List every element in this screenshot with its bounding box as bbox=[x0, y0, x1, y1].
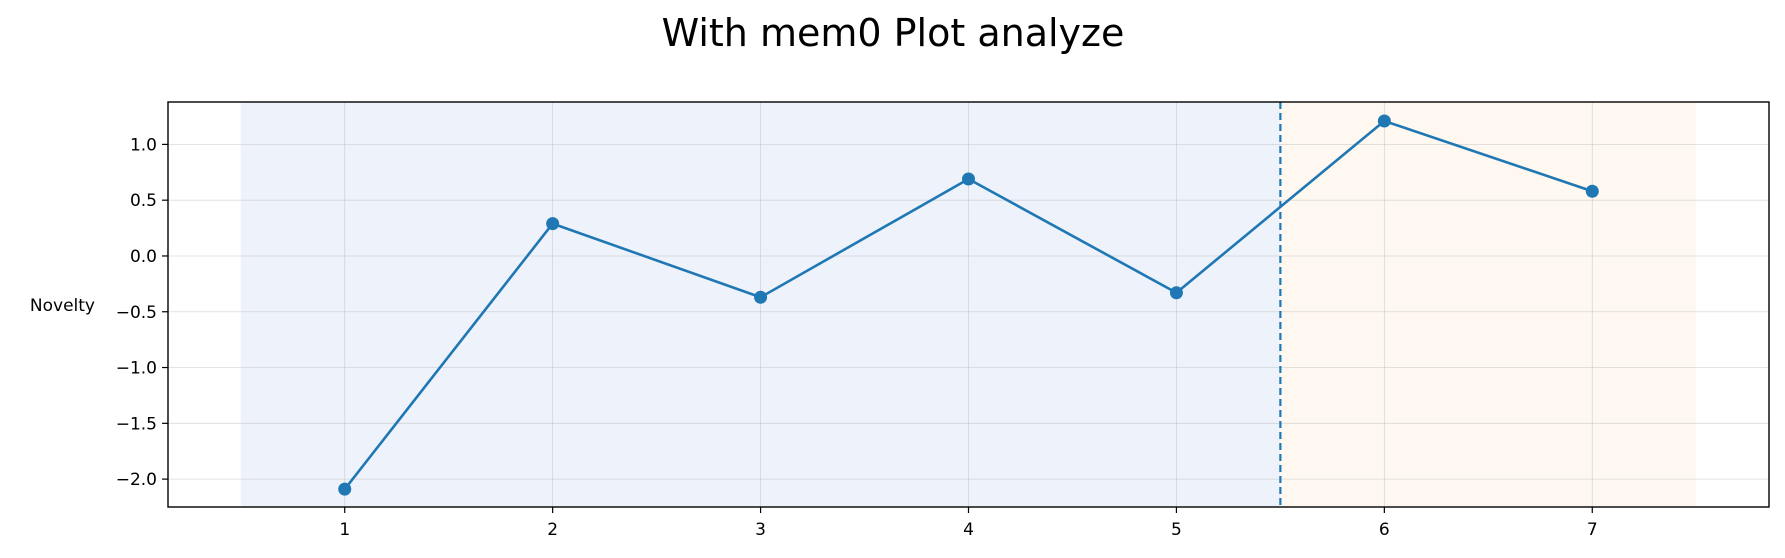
shaded-region-2 bbox=[1280, 102, 1697, 507]
x-tick-label-4: 4 bbox=[963, 520, 974, 540]
data-point-7 bbox=[1585, 184, 1599, 198]
grid-lines bbox=[168, 102, 1769, 507]
data-point-6 bbox=[1377, 114, 1391, 128]
shaded-region-1 bbox=[240, 102, 1281, 507]
x-axis-ticks: 1 2 3 4 5 6 7 bbox=[339, 507, 1598, 540]
data-point-5 bbox=[1169, 286, 1183, 300]
y-axis-label: Novelty bbox=[30, 296, 95, 316]
y-tick-label-4: −0.5 bbox=[116, 303, 157, 323]
x-tick-label-6: 6 bbox=[1379, 520, 1390, 540]
x-tick-label-7: 7 bbox=[1587, 520, 1598, 540]
chart-title: With mem0 Plot analyze bbox=[662, 11, 1125, 55]
x-tick-label-5: 5 bbox=[1171, 520, 1182, 540]
y-tick-label-7: −2.0 bbox=[116, 470, 157, 490]
y-tick-label-6: −1.5 bbox=[116, 414, 157, 434]
series-group bbox=[338, 114, 1599, 496]
x-tick-label-2: 2 bbox=[547, 520, 558, 540]
data-point-1 bbox=[338, 482, 352, 496]
y-tick-label-5: −1.0 bbox=[116, 359, 157, 379]
data-point-2 bbox=[546, 217, 560, 231]
shaded-regions bbox=[240, 102, 1697, 507]
data-point-3 bbox=[754, 290, 768, 304]
x-tick-label-1: 1 bbox=[339, 520, 350, 540]
y-tick-label-2: 0.5 bbox=[130, 191, 157, 211]
y-tick-label-1: 1.0 bbox=[130, 135, 157, 155]
y-axis-ticks: 1.0 0.5 0.0 −0.5 −1.0 −1.5 −2.0 bbox=[116, 135, 168, 490]
y-tick-label-3: 0.0 bbox=[130, 247, 157, 267]
data-point-4 bbox=[962, 172, 975, 186]
x-tick-label-3: 3 bbox=[755, 520, 766, 540]
